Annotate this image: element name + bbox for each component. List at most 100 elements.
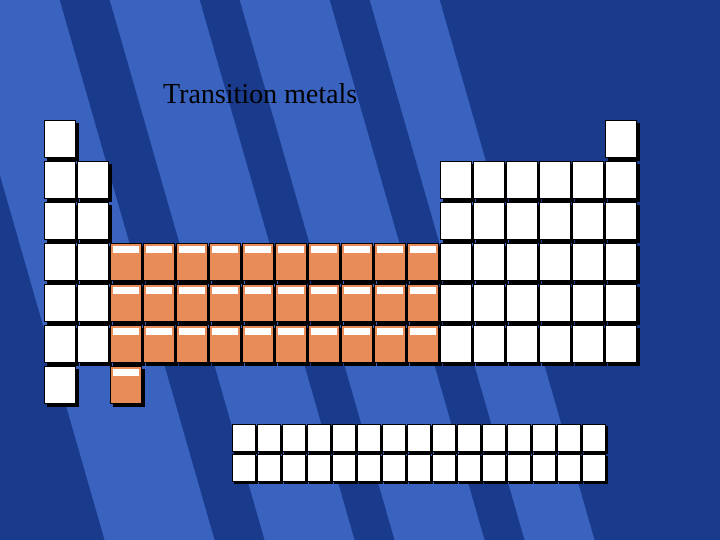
fblock-cell xyxy=(282,424,308,454)
element-cell-transition xyxy=(341,325,376,366)
element-cell-transition xyxy=(407,243,442,284)
fblock-cell xyxy=(457,424,483,454)
fblock-cell xyxy=(432,454,458,484)
element-cell-transition xyxy=(374,243,409,284)
fblock-cell xyxy=(357,454,383,484)
element-cell-transition xyxy=(110,366,145,407)
element-cell-transition xyxy=(242,325,277,366)
element-cell-transition xyxy=(209,243,244,284)
element-cell xyxy=(440,243,475,284)
element-cell xyxy=(572,243,607,284)
element-cell xyxy=(572,325,607,366)
fblock-cell xyxy=(407,424,433,454)
fblock-cell xyxy=(532,454,558,484)
element-cell-transition xyxy=(341,243,376,284)
fblock-cell xyxy=(557,424,583,454)
element-cell xyxy=(473,202,508,243)
element-cell xyxy=(77,325,112,366)
fblock-cell xyxy=(382,454,408,484)
element-cell xyxy=(473,161,508,202)
fblock-cell xyxy=(257,454,283,484)
fblock-cell xyxy=(332,424,358,454)
element-cell xyxy=(77,243,112,284)
fblock-cell xyxy=(307,424,333,454)
fblock-cell xyxy=(582,454,608,484)
element-cell xyxy=(572,284,607,325)
element-cell-transition xyxy=(308,284,343,325)
element-cell-transition xyxy=(275,284,310,325)
fblock-cell xyxy=(407,454,433,484)
element-cell xyxy=(605,243,640,284)
element-cell xyxy=(572,202,607,243)
element-cell-transition xyxy=(407,325,442,366)
fblock-cell xyxy=(482,454,508,484)
element-cell-transition xyxy=(341,284,376,325)
fblock-cell xyxy=(432,424,458,454)
element-cell-transition xyxy=(110,325,145,366)
element-cell xyxy=(539,161,574,202)
fblock-cell xyxy=(482,424,508,454)
element-cell xyxy=(44,325,79,366)
element-cell-transition xyxy=(374,325,409,366)
fblock-cell xyxy=(532,424,558,454)
element-cell xyxy=(44,284,79,325)
fblock-cell xyxy=(332,454,358,484)
fblock-cell xyxy=(257,424,283,454)
element-cell xyxy=(440,325,475,366)
element-cell xyxy=(44,243,79,284)
element-cell xyxy=(605,284,640,325)
slide-title: Transition metals xyxy=(163,79,357,111)
element-cell-transition xyxy=(110,284,145,325)
element-cell xyxy=(539,243,574,284)
element-cell xyxy=(572,161,607,202)
element-cell xyxy=(605,325,640,366)
element-cell xyxy=(605,202,640,243)
element-cell xyxy=(539,202,574,243)
element-cell-transition xyxy=(242,284,277,325)
element-cell-transition xyxy=(110,243,145,284)
element-cell xyxy=(506,202,541,243)
fblock-cell xyxy=(507,424,533,454)
element-cell-transition xyxy=(308,325,343,366)
fblock-cell xyxy=(357,424,383,454)
fblock-cell xyxy=(557,454,583,484)
element-cell-transition xyxy=(176,243,211,284)
element-cell-transition xyxy=(143,325,178,366)
element-cell-transition xyxy=(143,243,178,284)
element-cell xyxy=(440,284,475,325)
element-cell-transition xyxy=(176,325,211,366)
element-cell xyxy=(44,161,79,202)
element-cell xyxy=(440,161,475,202)
fblock-cell xyxy=(307,454,333,484)
element-cell-transition xyxy=(308,243,343,284)
element-cell xyxy=(506,243,541,284)
fblock-cell xyxy=(232,424,258,454)
fblock-cell xyxy=(457,454,483,484)
element-cell xyxy=(605,120,640,161)
fblock-cell xyxy=(507,454,533,484)
element-cell xyxy=(473,325,508,366)
element-cell xyxy=(44,366,79,407)
element-cell xyxy=(506,325,541,366)
element-cell-transition xyxy=(275,243,310,284)
element-cell-transition xyxy=(209,284,244,325)
element-cell xyxy=(506,161,541,202)
element-cell xyxy=(473,243,508,284)
element-cell xyxy=(605,161,640,202)
element-cell-transition xyxy=(176,284,211,325)
element-cell xyxy=(44,120,79,161)
element-cell xyxy=(44,202,79,243)
element-cell xyxy=(506,284,541,325)
element-cell-transition xyxy=(374,284,409,325)
element-cell xyxy=(539,284,574,325)
element-cell xyxy=(77,202,112,243)
fblock-cell xyxy=(282,454,308,484)
slide-canvas: Transition metals xyxy=(0,0,720,540)
fblock-cell xyxy=(232,454,258,484)
element-cell-transition xyxy=(143,284,178,325)
fblock-cell xyxy=(582,424,608,454)
element-cell-transition xyxy=(407,284,442,325)
element-cell xyxy=(77,284,112,325)
element-cell xyxy=(539,325,574,366)
element-cell-transition xyxy=(242,243,277,284)
